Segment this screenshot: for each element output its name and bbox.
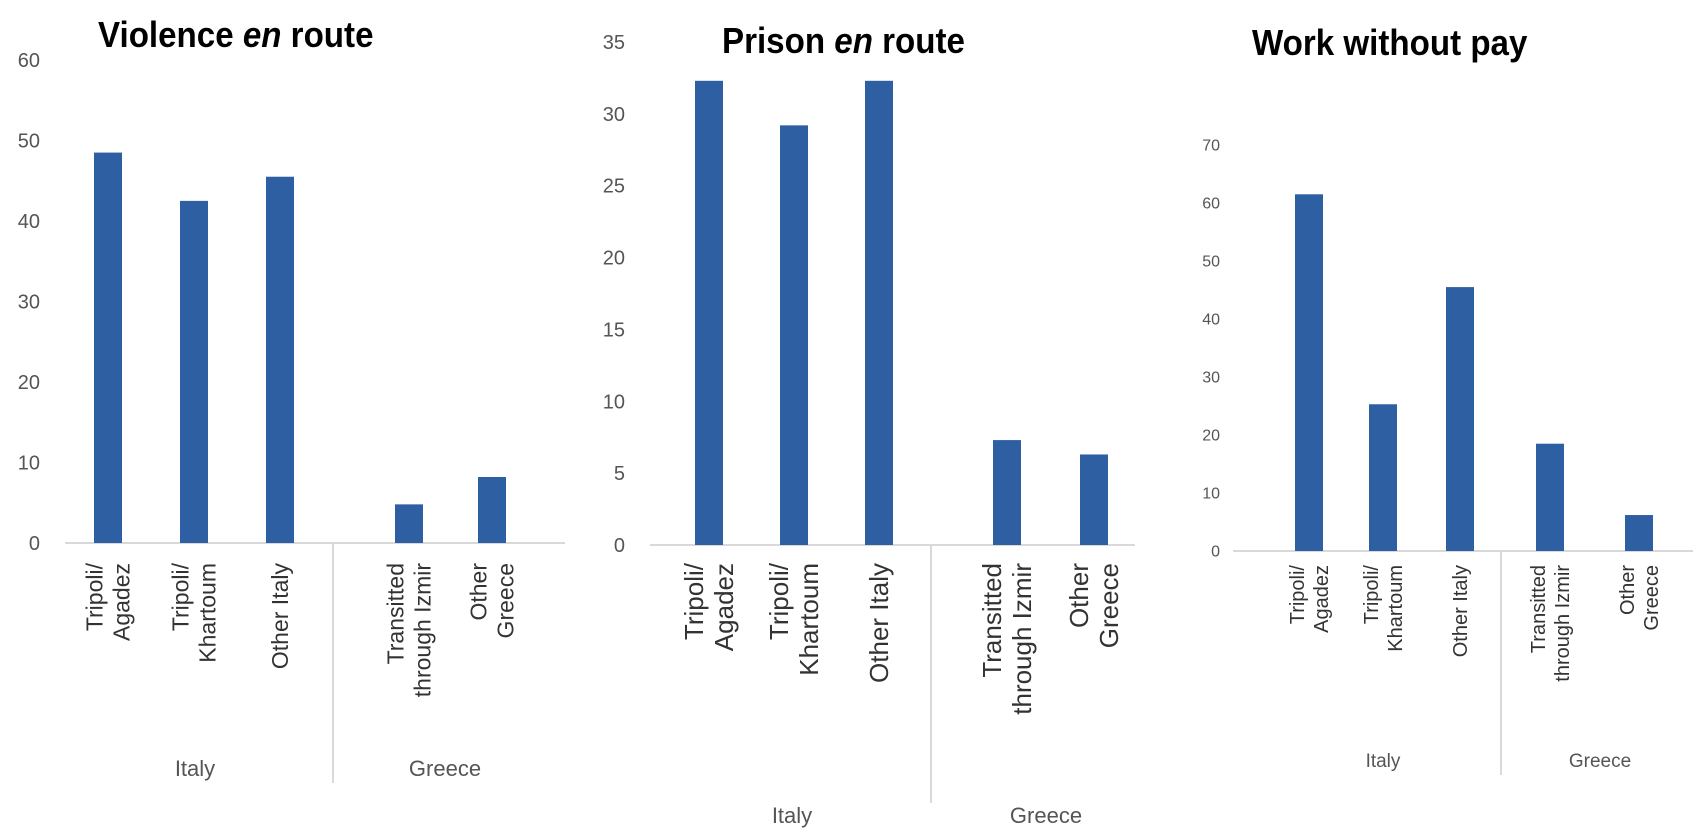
y-tick-label: 25 <box>603 176 625 198</box>
group-label: Italy <box>1366 751 1401 772</box>
x-tick-label: Agadez <box>1311 565 1333 633</box>
y-tick-label: 40 <box>18 211 40 233</box>
y-tick-label: 0 <box>29 533 40 555</box>
title-part-italic: en <box>834 20 873 61</box>
y-tick-label: 50 <box>1202 254 1220 271</box>
x-tick-label: Other <box>466 563 492 621</box>
y-tick-label: 10 <box>1202 486 1220 503</box>
bar <box>865 80 893 545</box>
bar <box>94 152 122 543</box>
y-tick-label: 0 <box>1211 544 1220 561</box>
x-tick-label: Tripoli/ <box>679 562 709 640</box>
y-tick-label: 30 <box>603 104 625 126</box>
title-part: Prison <box>722 20 835 61</box>
bar <box>1625 515 1653 551</box>
y-tick-label: 20 <box>1202 428 1220 445</box>
x-tick-label: Other Italy <box>267 563 293 670</box>
title-part-italic: en <box>242 14 282 55</box>
chart-title-work: Work without pay <box>1252 22 1527 64</box>
title-part: route <box>872 20 965 61</box>
title-part: route <box>281 14 374 55</box>
title-part: Violence <box>98 14 243 55</box>
bar <box>180 200 208 543</box>
y-tick-label: 30 <box>18 292 40 314</box>
group-label: Greece <box>1569 751 1631 772</box>
chart-title-prison: Prison en route <box>722 20 965 62</box>
y-tick-label: 20 <box>603 248 625 270</box>
y-tick-label: 10 <box>603 391 625 413</box>
bar <box>695 80 723 545</box>
x-tick-label: Tripoli/ <box>1287 565 1309 625</box>
x-tick-label: Greece <box>493 563 519 638</box>
y-tick-label: 20 <box>18 372 40 394</box>
x-tick-label: Khartoum <box>794 563 824 676</box>
x-tick-label: Other <box>1064 563 1094 628</box>
y-tick-label: 40 <box>1202 312 1220 329</box>
x-tick-label: Greece <box>1094 563 1124 648</box>
x-tick-label: through Izmir <box>410 563 436 698</box>
bar <box>780 125 808 546</box>
x-tick-label: Other Italy <box>864 563 894 683</box>
x-tick-label: Greece <box>1641 565 1663 631</box>
y-tick-label: 30 <box>1202 370 1220 387</box>
y-tick-label: 5 <box>614 463 625 485</box>
x-tick-label: Tripoli/ <box>82 562 108 631</box>
y-tick-label: 60 <box>18 50 40 72</box>
bar <box>993 440 1021 545</box>
y-tick-label: 10 <box>18 453 40 475</box>
chart-title-violence: Violence en route <box>98 14 373 56</box>
x-tick-label: Other <box>1617 565 1639 615</box>
group-label: Greece <box>1010 803 1082 828</box>
bar <box>1536 443 1564 551</box>
y-tick-label: 60 <box>1202 196 1220 213</box>
x-tick-label: Tripoli/ <box>1361 565 1383 625</box>
group-label: Greece <box>409 756 481 781</box>
bar <box>478 476 506 543</box>
group-label: Italy <box>772 803 812 828</box>
x-tick-label: Agadez <box>109 563 135 641</box>
bar <box>1295 194 1323 552</box>
y-tick-label: 35 <box>603 32 625 54</box>
y-tick-label: 50 <box>18 131 40 153</box>
title-part: Work without pay <box>1252 22 1528 63</box>
bar <box>266 176 294 543</box>
x-tick-label: Transitted <box>977 563 1007 678</box>
x-tick-label: Tripoli/ <box>764 562 794 640</box>
y-tick-label: 70 <box>1202 138 1220 155</box>
x-tick-label: Tripoli/ <box>168 562 194 631</box>
x-tick-label: Khartoum <box>1385 565 1407 652</box>
x-tick-label: Transitted <box>383 563 409 664</box>
x-tick-label: through Izmir <box>1552 565 1574 682</box>
bar <box>395 504 423 543</box>
x-tick-label: through Izmir <box>1007 563 1037 715</box>
group-label: Italy <box>175 756 215 781</box>
y-tick-label: 0 <box>614 535 625 557</box>
bar <box>1446 287 1474 551</box>
y-tick-label: 15 <box>603 319 625 341</box>
x-tick-label: Agadez <box>709 563 739 651</box>
bar <box>1369 404 1397 551</box>
bar <box>1080 454 1108 545</box>
x-tick-label: Transitted <box>1528 565 1550 653</box>
x-tick-label: Other Italy <box>1450 565 1472 657</box>
x-tick-label: Khartoum <box>195 563 221 663</box>
